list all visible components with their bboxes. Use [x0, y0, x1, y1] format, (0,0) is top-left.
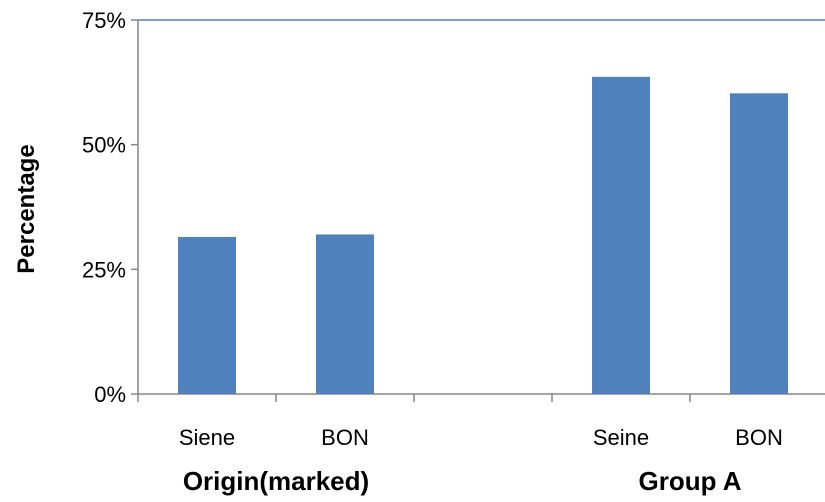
- plot-area: 0% 25% 50% 75% Siene BON Seine BON Origin(marked…: [82, 8, 825, 496]
- x-tick-label: BON: [321, 425, 369, 450]
- y-tick-label: 50%: [82, 133, 126, 158]
- y-tick-label: 0%: [94, 382, 126, 407]
- group-label: Origin(marked): [183, 466, 369, 496]
- bar: [316, 234, 374, 394]
- y-axis-title: Percentage: [13, 144, 40, 273]
- group-label: Group A: [638, 466, 741, 496]
- y-tick-label: 75%: [82, 8, 126, 33]
- x-tick-label: BON: [735, 425, 783, 450]
- bar: [178, 236, 236, 394]
- x-tick-label: Siene: [179, 425, 235, 450]
- y-tick-label: 25%: [82, 257, 126, 282]
- bar: [730, 93, 788, 394]
- x-tick-label: Seine: [593, 425, 649, 450]
- bar: [592, 76, 650, 395]
